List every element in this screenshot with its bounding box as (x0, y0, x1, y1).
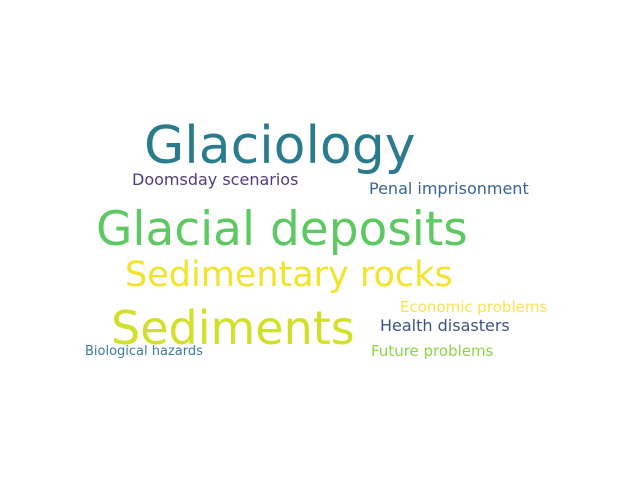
word-health-disasters: Health disasters (380, 316, 510, 335)
word-economic-problems: Economic problems (400, 298, 548, 316)
word-glaciology: Glaciology (144, 116, 416, 176)
word-biological-hazards: Biological hazards (85, 344, 203, 359)
word-sediments: Sediments (111, 301, 355, 355)
word-penal-imprisonment: Penal imprisonment (369, 179, 529, 198)
word-doomsday-scenarios: Doomsday scenarios (132, 170, 299, 189)
word-glacial-deposits: Glacial deposits (96, 202, 468, 257)
word-future-problems: Future problems (371, 342, 494, 360)
word-sedimentary-rocks: Sedimentary rocks (125, 255, 453, 295)
